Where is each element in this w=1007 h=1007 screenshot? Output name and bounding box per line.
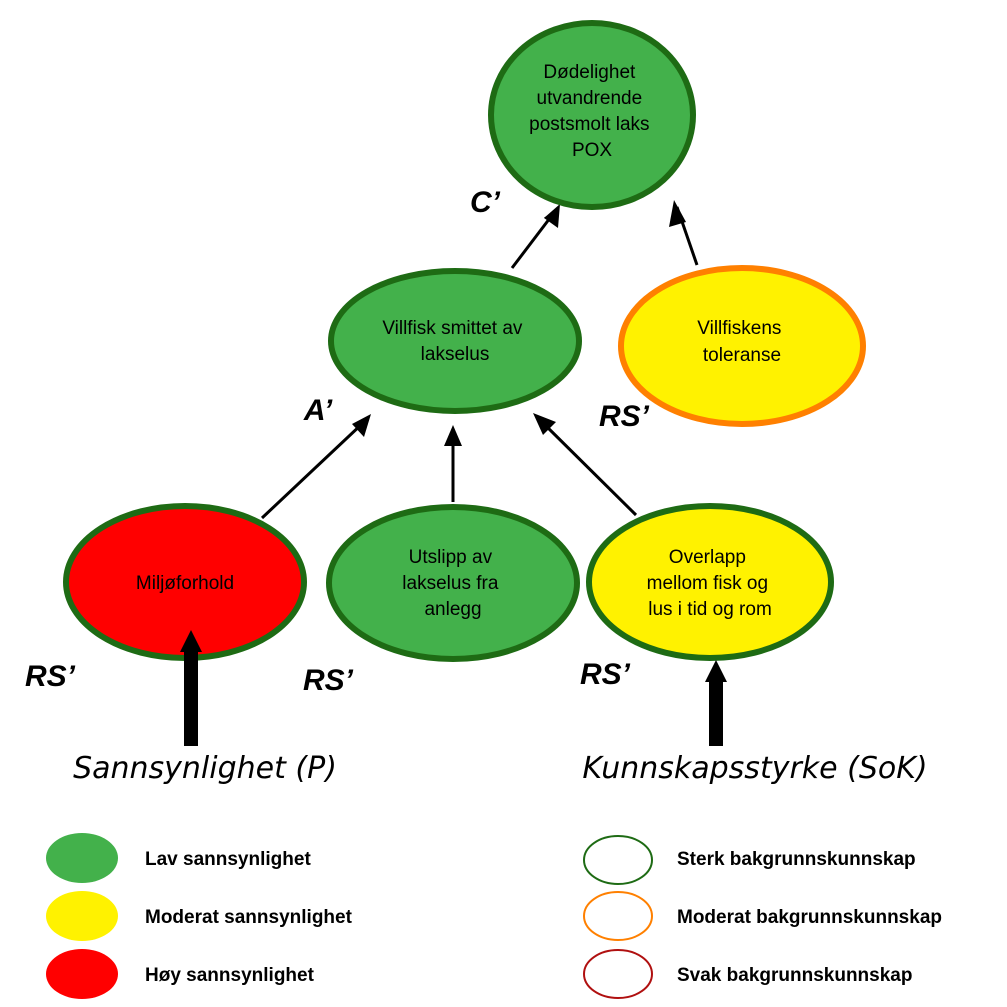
probability-axis-label: Sannsynlighet (P) — [73, 751, 337, 786]
arrowhead-icon — [533, 413, 556, 435]
arrowhead-icon — [352, 414, 371, 437]
legend-swatch-strong — [583, 835, 653, 885]
arrowhead-icon — [669, 200, 686, 227]
legend-swatch-weak — [583, 949, 653, 999]
node-tolerance-text: Villfiskens toleranse — [697, 318, 786, 366]
knowledge-axis-label: Kunnskapsstyrke (SoK) — [582, 751, 927, 786]
legend-swatch-moderate — [46, 891, 118, 941]
thick-arrow-knowledge — [705, 660, 727, 746]
label-rs-tolerance: RS’ — [599, 400, 650, 433]
label-c: C’ — [470, 186, 501, 219]
arrow-mid-to-top — [510, 212, 555, 269]
node-environment-text: Miljøforhold — [136, 573, 234, 594]
node-discharge: Utslipp av lakselus fra anlegg — [326, 504, 580, 662]
node-overlap-text: Overlapp mellom fisk og lus i tid og rom — [647, 547, 774, 620]
label-a: A’ — [303, 394, 333, 427]
arrow-environment-to-mid — [260, 420, 366, 520]
thick-arrow-probability — [180, 630, 202, 746]
legend-swatch-moderate-knowledge — [583, 891, 653, 941]
node-environment: Miljøforhold — [63, 503, 307, 661]
arrow-overlap-to-mid — [538, 418, 638, 517]
node-top: Dødelighet utvandrende postsmolt laks PO… — [488, 20, 696, 210]
legend-label-moderate-knowledge: Moderat bakgrunnskunnskap — [677, 907, 942, 928]
arrowhead-icon — [444, 425, 462, 446]
label-rs-discharge: RS’ — [303, 664, 354, 697]
arrows — [260, 200, 699, 520]
node-top-text: Dødelighet utvandrende postsmolt laks PO… — [529, 62, 655, 161]
legend-label-low: Lav sannsynlighet — [145, 849, 311, 870]
node-tolerance: Villfiskens toleranse — [618, 265, 866, 427]
node-mid-text: Villfisk smittet av lakselus — [382, 318, 527, 365]
node-discharge-text: Utslipp av lakselus fra anlegg — [402, 547, 503, 620]
node-mid: Villfisk smittet av lakselus — [328, 268, 582, 414]
legend-label-strong: Sterk bakgrunnskunnskap — [677, 849, 916, 870]
legend-label-high: Høy sannsynlighet — [145, 965, 315, 986]
legend-label-weak: Svak bakgrunnskunnskap — [677, 965, 912, 986]
legend-label-moderate: Moderat sannsynlighet — [145, 907, 353, 928]
arrowhead-icon — [544, 204, 560, 228]
legend-swatch-low — [46, 833, 118, 883]
label-rs-environment: RS’ — [25, 660, 76, 693]
legend: Lav sannsynlighet Moderat sannsynlighet … — [46, 833, 942, 999]
label-rs-overlap: RS’ — [580, 658, 631, 691]
node-overlap: Overlapp mellom fisk og lus i tid og rom — [586, 503, 834, 661]
legend-swatch-high — [46, 949, 118, 999]
